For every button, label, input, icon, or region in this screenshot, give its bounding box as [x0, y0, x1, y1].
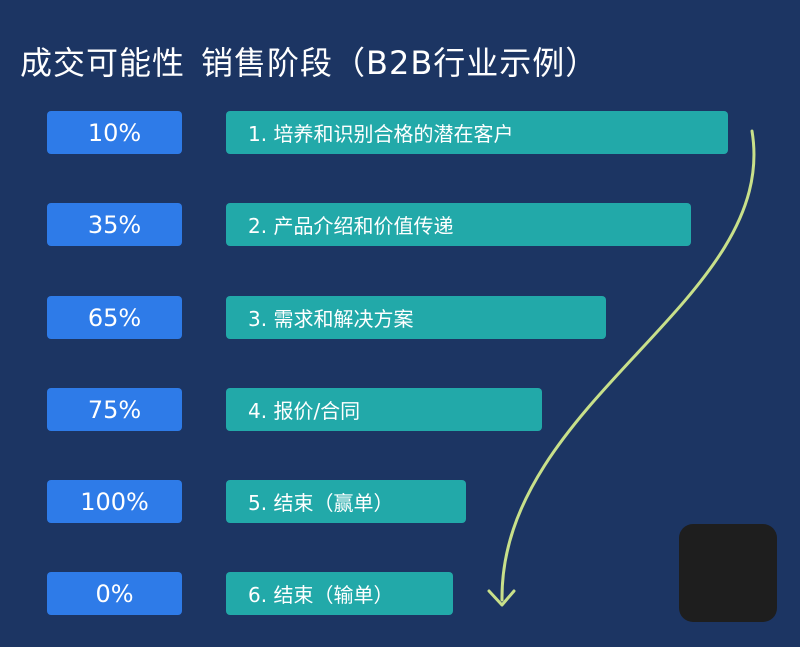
stage-box-5: 5. 结束（赢单）: [226, 480, 466, 523]
flow-arrow-curve: [500, 129, 756, 602]
probability-box-6: 0%: [47, 572, 182, 615]
thumbnail-overlay: [679, 524, 777, 622]
stage-box-2: 2. 产品介绍和价值传递: [226, 203, 691, 246]
stage-box-6: 6. 结束（输单）: [226, 572, 453, 615]
stage-box-1: 1. 培养和识别合格的潜在客户: [226, 111, 728, 154]
probability-box-5: 100%: [47, 480, 182, 523]
title-probability: 成交可能性: [20, 44, 186, 82]
flow-arrow-head: [487, 589, 516, 607]
probability-box-3: 65%: [47, 296, 182, 339]
title-sales-stage: 销售阶段（B2B行业示例）: [201, 44, 599, 82]
stage-box-3: 3. 需求和解决方案: [226, 296, 606, 339]
page-title: 成交可能性 销售阶段（B2B行业示例）: [20, 38, 598, 84]
probability-box-2: 35%: [47, 203, 182, 246]
stage-box-4: 4. 报价/合同: [226, 388, 542, 431]
probability-box-1: 10%: [47, 111, 182, 154]
probability-box-4: 75%: [47, 388, 182, 431]
